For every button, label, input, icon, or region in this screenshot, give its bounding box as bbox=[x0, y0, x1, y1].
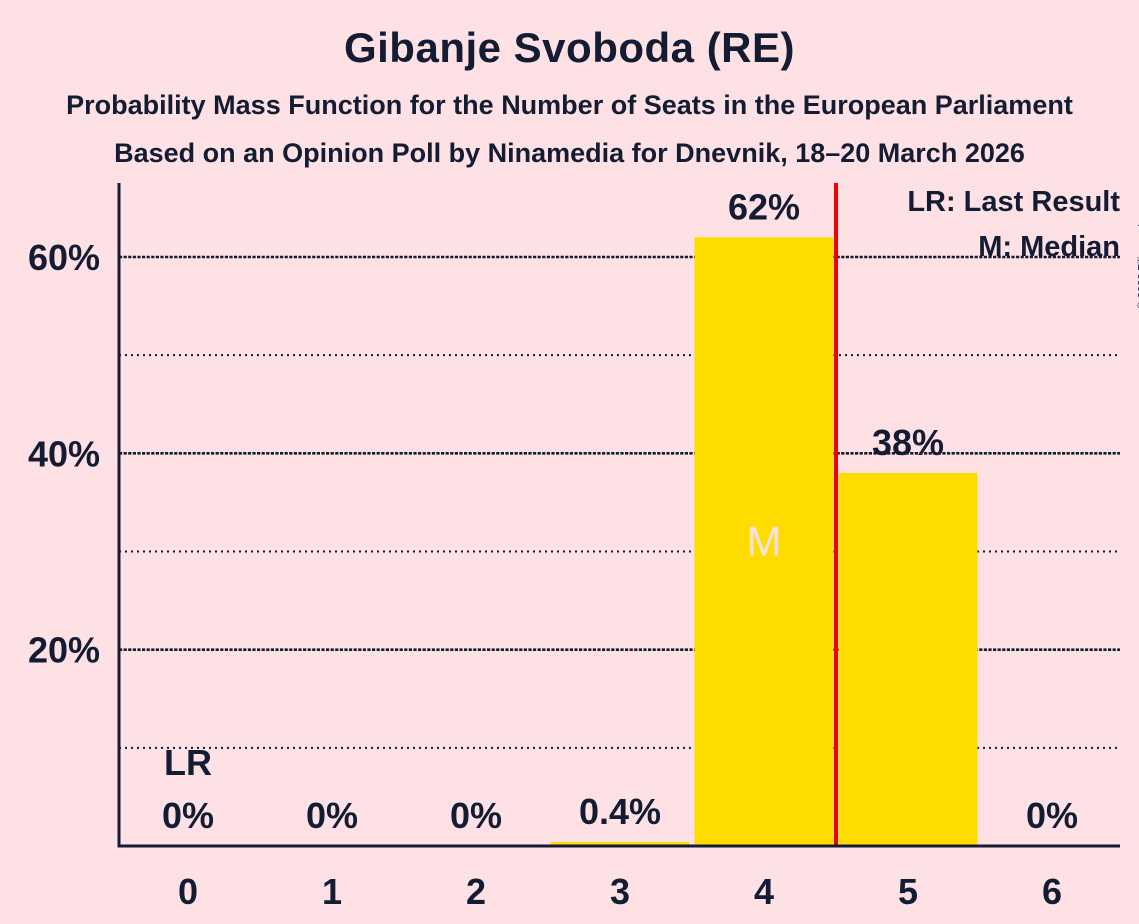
page-title: Gibanje Svoboda (RE) bbox=[343, 24, 796, 71]
chart-source-line: Based on an Opinion Poll by Ninamedia fo… bbox=[114, 138, 1025, 168]
x-tick-label-2: 2 bbox=[466, 871, 486, 912]
bar-value-label-5: 38% bbox=[872, 422, 944, 463]
bar-seat-3 bbox=[550, 842, 690, 846]
bar-value-label-0: 0% bbox=[162, 795, 214, 836]
legend-last-result: LR: Last Result bbox=[907, 186, 1120, 218]
median-marker: M bbox=[747, 518, 782, 565]
chart-subtitle: Probability Mass Function for the Number… bbox=[66, 90, 1073, 120]
x-tick-label-3: 3 bbox=[610, 871, 630, 912]
x-tick-label-6: 6 bbox=[1042, 871, 1062, 912]
y-tick-label-40: 40% bbox=[28, 433, 100, 474]
bar-value-label-4: 62% bbox=[728, 186, 800, 227]
legend-median: M: Median bbox=[978, 231, 1120, 263]
bar-seat-4 bbox=[694, 237, 834, 846]
bar-value-label-6: 0% bbox=[1026, 795, 1078, 836]
bar-value-label-2: 0% bbox=[450, 795, 502, 836]
x-tick-label-0: 0 bbox=[178, 871, 198, 912]
x-tick-label-1: 1 bbox=[322, 871, 342, 912]
x-tick-label-5: 5 bbox=[898, 871, 918, 912]
x-tick-label-4: 4 bbox=[754, 871, 774, 912]
bar-value-label-1: 0% bbox=[306, 795, 358, 836]
bar-seat-5 bbox=[838, 472, 978, 846]
y-tick-label-20: 20% bbox=[28, 630, 100, 671]
y-tick-label-60: 60% bbox=[28, 237, 100, 278]
last-result-label: LR bbox=[164, 742, 212, 783]
bar-value-label-3: 0.4% bbox=[579, 791, 661, 832]
